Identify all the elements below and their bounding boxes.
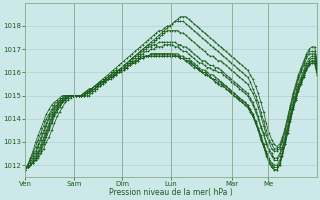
- X-axis label: Pression niveau de la mer( hPa ): Pression niveau de la mer( hPa ): [109, 188, 233, 197]
